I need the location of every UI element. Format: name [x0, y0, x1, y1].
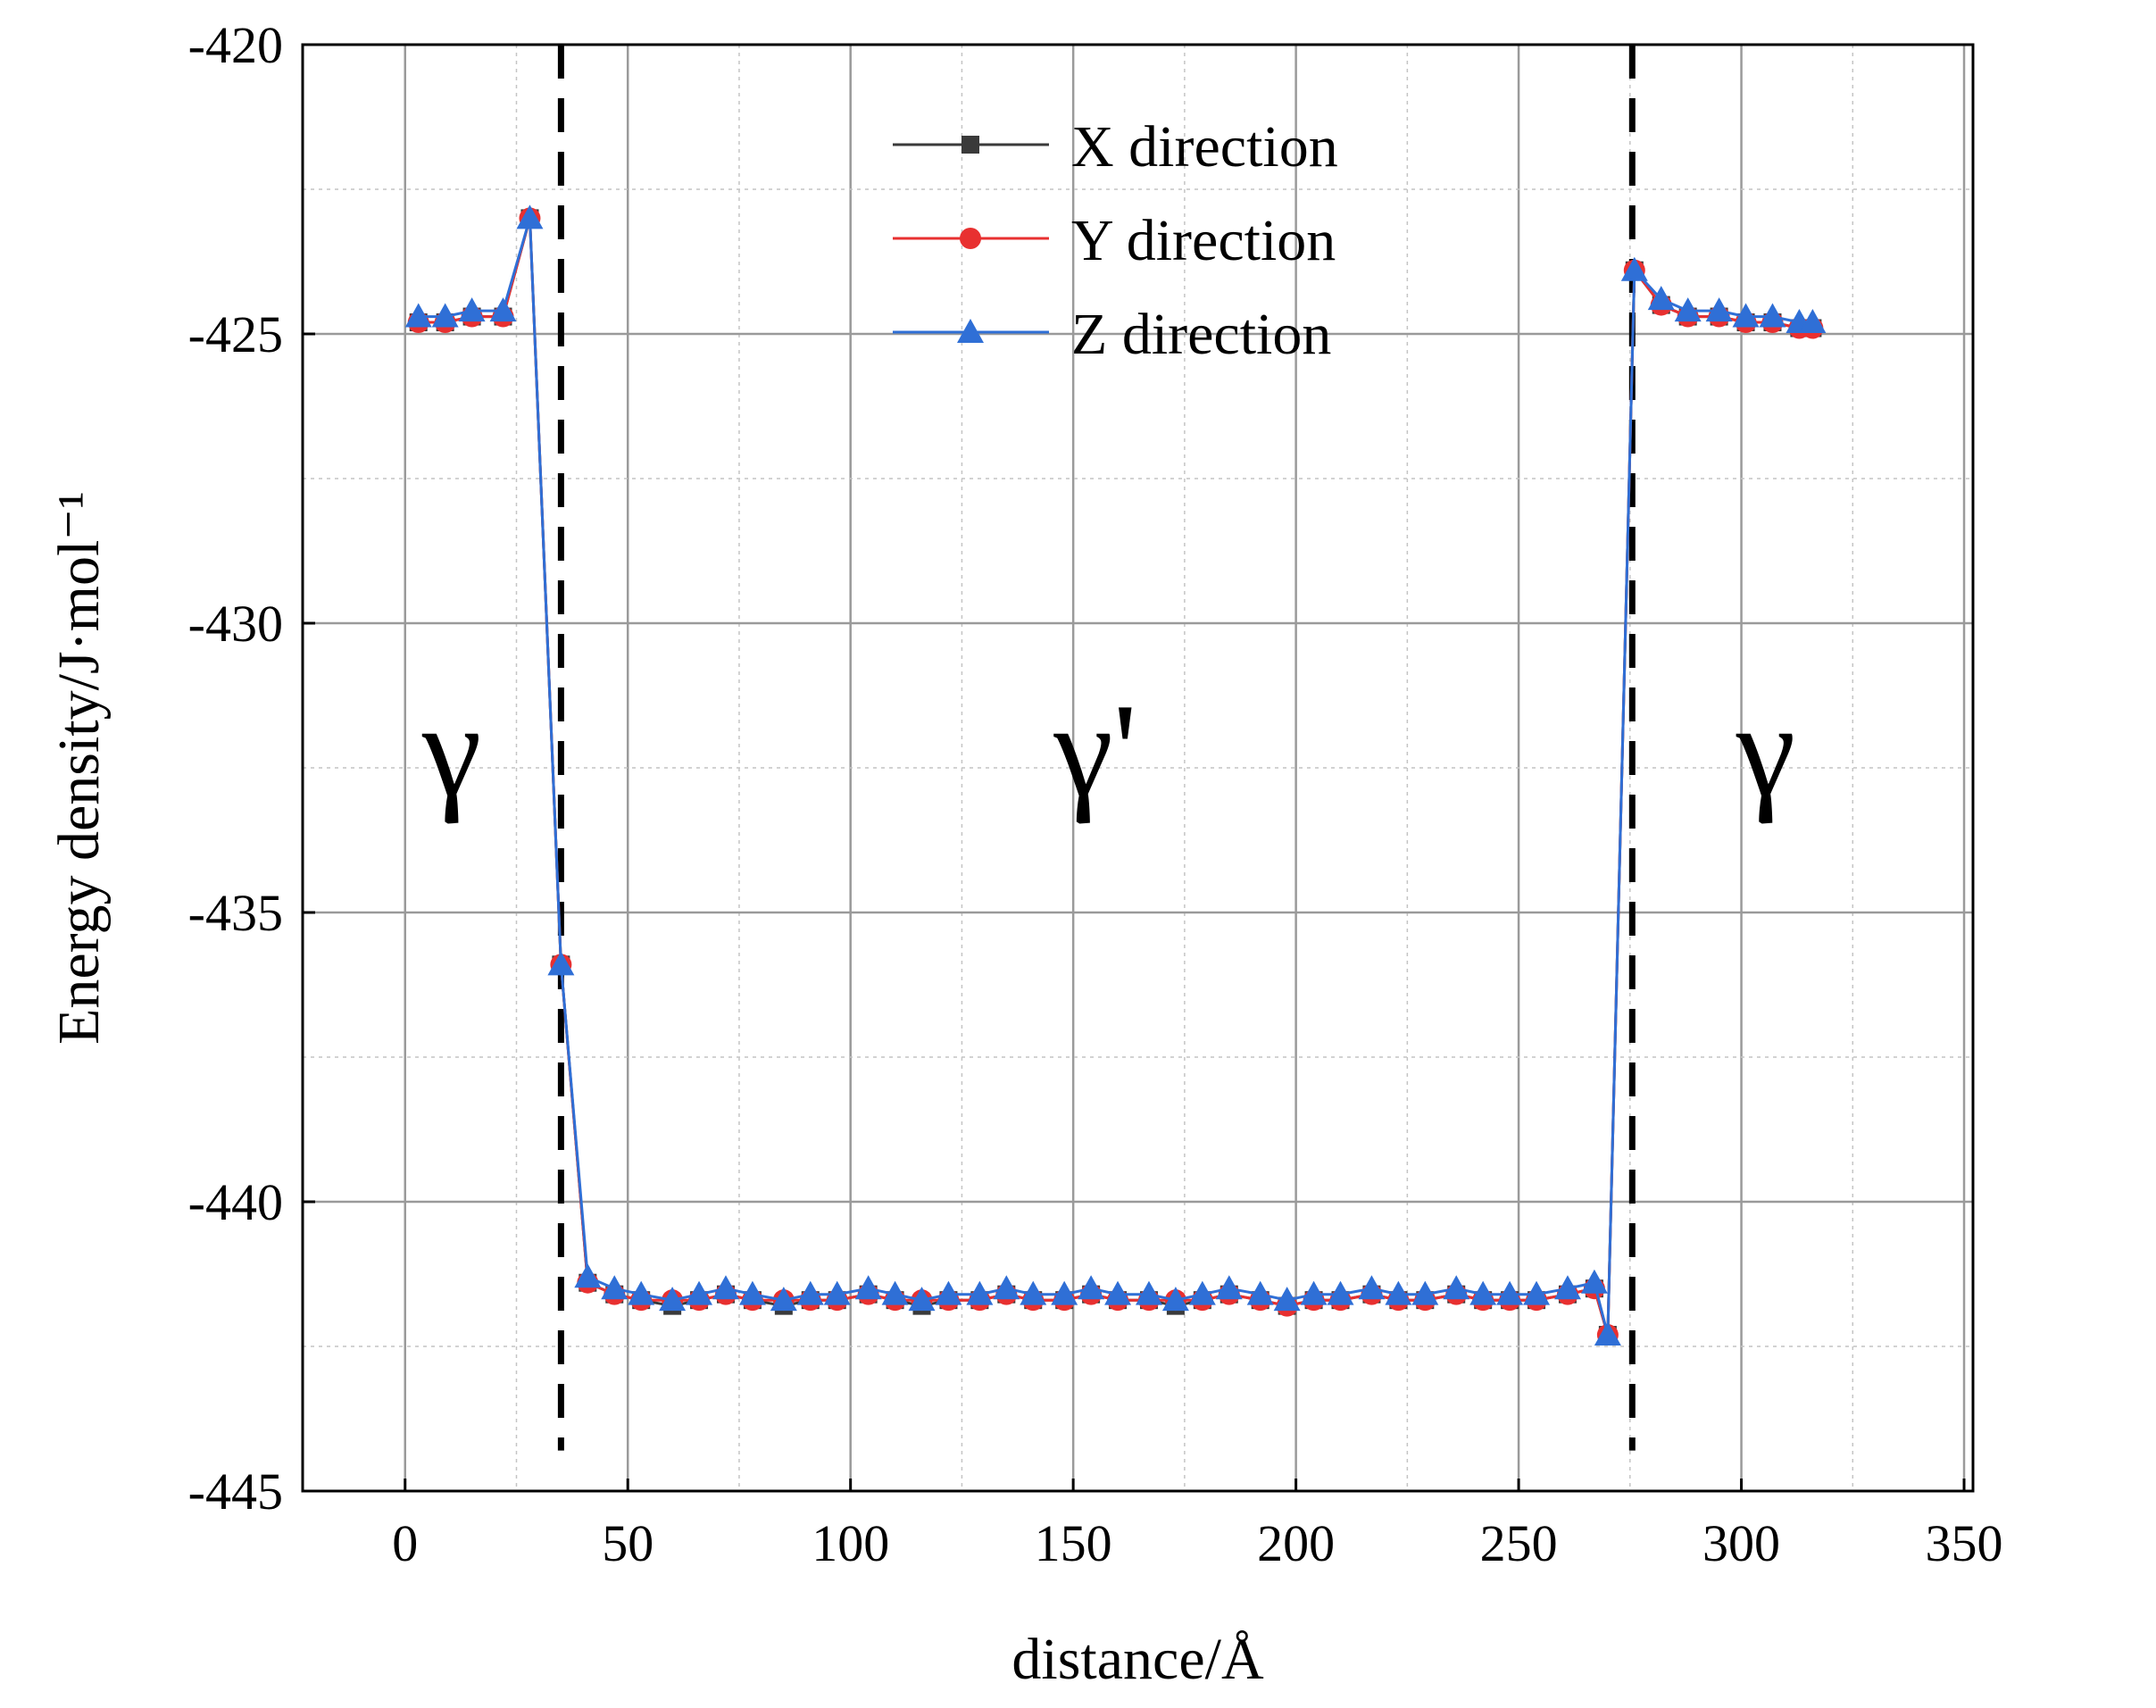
z-direction-point — [738, 1280, 766, 1305]
z-direction-point — [881, 1280, 909, 1305]
z-direction-point — [823, 1280, 851, 1305]
y-tick-label: -445 — [188, 1462, 283, 1521]
z-direction-point — [1469, 1280, 1497, 1305]
z-direction-point — [1135, 1280, 1162, 1305]
axis-ticks: 0 50 100 150 200 250 300 350 -420 -425 -430 -435 -44… — [188, 16, 2003, 1572]
z-direction-point — [1594, 1321, 1621, 1346]
z-direction-point — [993, 1275, 1020, 1300]
plot-frame — [301, 43, 1975, 1493]
z-direction-point — [1496, 1280, 1524, 1305]
z-direction-point — [547, 951, 575, 976]
z-direction-point — [1104, 1280, 1132, 1305]
z-direction-point — [1078, 1275, 1105, 1300]
legend: X direction Y direction Z direction — [893, 114, 1338, 367]
legend-marker — [961, 136, 979, 154]
x-tick-label: 0 — [392, 1514, 418, 1572]
x-tick-label: 350 — [1926, 1514, 2003, 1572]
z-direction-point — [1215, 1275, 1243, 1300]
z-direction-point — [1732, 303, 1760, 328]
z-direction-point — [1411, 1280, 1439, 1305]
z-direction-point — [1161, 1287, 1189, 1312]
region-label: γ — [421, 677, 481, 825]
z-direction-point — [966, 1280, 994, 1305]
region-label: γ' — [1053, 677, 1136, 825]
z-direction-point — [1620, 256, 1648, 281]
legend-marker — [960, 228, 981, 249]
z-direction-point — [574, 1263, 602, 1288]
x-tick-label: 100 — [812, 1514, 889, 1572]
z-direction-point — [1051, 1280, 1078, 1305]
z-direction-point — [1647, 286, 1675, 311]
x-tick-label: 300 — [1702, 1514, 1780, 1572]
z-direction-point — [1553, 1275, 1581, 1300]
z-direction-series — [404, 204, 1827, 1346]
legend-label: Z direction — [1071, 302, 1331, 367]
y-tick-label: -420 — [188, 16, 283, 74]
z-direction-point — [431, 303, 459, 328]
y-tick-label: -440 — [188, 1173, 283, 1231]
z-direction-point — [712, 1275, 739, 1300]
z-direction-point — [1300, 1280, 1328, 1305]
z-direction-point — [628, 1280, 655, 1305]
z-direction-point — [854, 1275, 882, 1300]
z-direction-point — [1273, 1287, 1301, 1312]
legend-marker — [957, 319, 984, 343]
x-tick-label: 250 — [1480, 1514, 1558, 1572]
region-labels: γ γ' γ — [421, 677, 1795, 825]
z-direction-point — [1580, 1269, 1608, 1294]
z-direction-point — [935, 1280, 962, 1305]
legend-label: X direction — [1071, 114, 1338, 179]
z-direction-point — [458, 297, 486, 322]
x-tick-label: 50 — [602, 1514, 653, 1572]
y-tick-label: -430 — [188, 595, 283, 653]
z-direction-point — [1246, 1280, 1274, 1305]
z-direction-point — [908, 1287, 936, 1312]
x-tick-label: 200 — [1257, 1514, 1335, 1572]
legend-item-y-direction: Y direction — [893, 208, 1336, 273]
region-label: γ — [1736, 677, 1795, 825]
z-direction-point — [1358, 1275, 1386, 1300]
y-axis-label: Energy density/J·mol⁻¹ — [46, 491, 112, 1045]
z-direction-point — [1327, 1280, 1354, 1305]
z-direction-point — [516, 204, 544, 229]
series-layer — [404, 204, 1827, 1346]
legend-label: Y direction — [1071, 208, 1336, 273]
legend-item-x-direction: X direction — [893, 114, 1338, 179]
z-direction-line — [418, 217, 1813, 1336]
y-tick-label: -425 — [188, 305, 283, 363]
z-direction-point — [1705, 297, 1733, 322]
z-direction-point — [1759, 303, 1786, 328]
z-direction-point — [659, 1287, 687, 1312]
z-direction-point — [1674, 297, 1702, 322]
z-direction-point — [1443, 1275, 1470, 1300]
x-tick-label: 150 — [1035, 1514, 1112, 1572]
z-direction-point — [1385, 1280, 1412, 1305]
z-direction-point — [770, 1287, 797, 1312]
legend-item-z-direction: Z direction — [893, 302, 1331, 367]
z-direction-point — [1188, 1280, 1216, 1305]
z-direction-point — [686, 1280, 713, 1305]
z-direction-point — [1799, 309, 1827, 334]
z-direction-point — [404, 303, 432, 328]
z-direction-point — [489, 297, 517, 322]
z-direction-point — [796, 1280, 824, 1305]
y-tick-label: -435 — [188, 884, 283, 942]
z-direction-point — [1523, 1280, 1551, 1305]
x-axis-label: distance/Å — [1011, 1627, 1264, 1692]
z-direction-point — [1020, 1280, 1047, 1305]
z-direction-point — [601, 1275, 628, 1300]
